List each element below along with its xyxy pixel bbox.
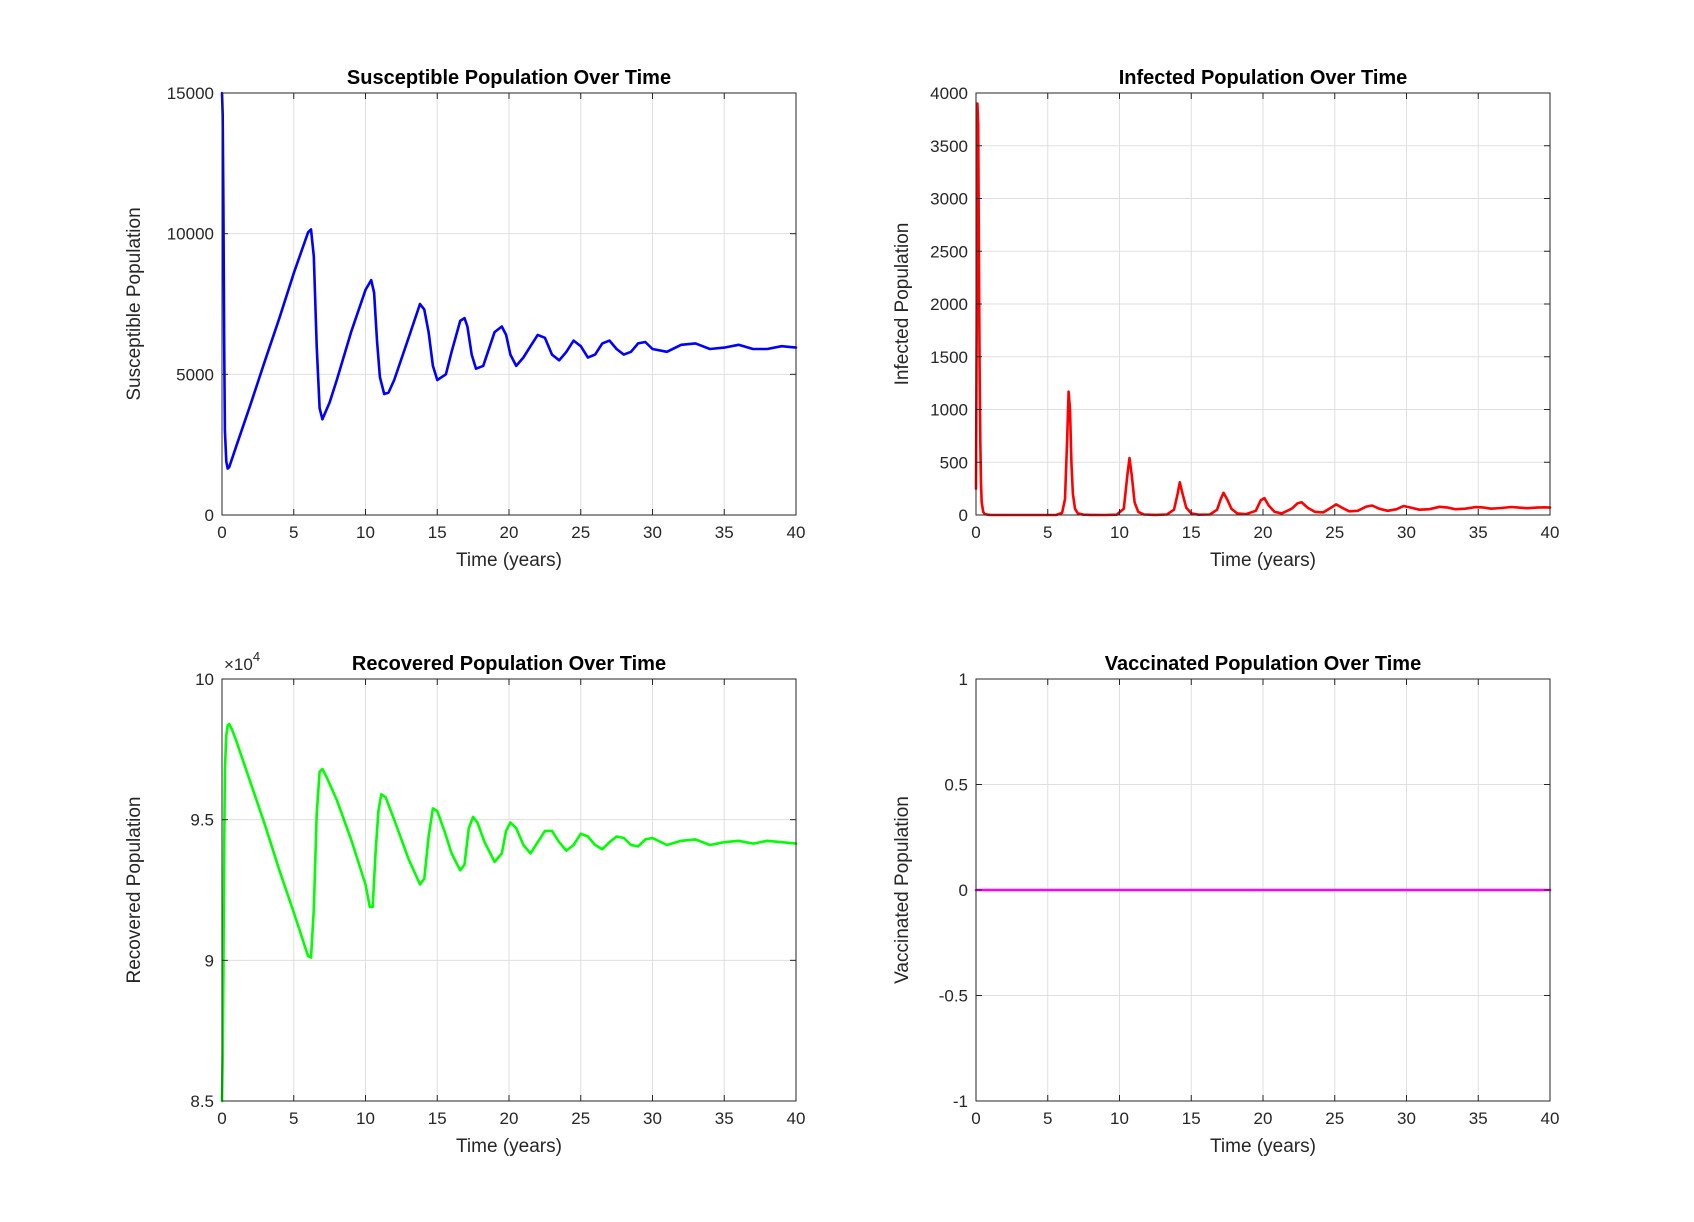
vaccinated-xtick-label-0: 0 <box>971 1109 980 1128</box>
susceptible-xtick-label-3: 15 <box>428 523 447 542</box>
vaccinated-xtick-label-4: 20 <box>1254 1109 1273 1128</box>
vaccinated-xtick-label-7: 35 <box>1469 1109 1488 1128</box>
infected-ytick-label-3: 1500 <box>930 348 968 367</box>
infected-xtick-label-6: 30 <box>1397 523 1416 542</box>
susceptible-xtick-label-6: 30 <box>643 523 662 542</box>
infected-y-axis-label: Infected Population <box>892 223 913 386</box>
recovered-xtick-label-6: 30 <box>643 1109 662 1128</box>
vaccinated-y-axis-label: Vaccinated Population <box>892 796 913 984</box>
vaccinated-xtick-label-2: 10 <box>1110 1109 1129 1128</box>
vaccinated-xtick-label-6: 30 <box>1397 1109 1416 1128</box>
susceptible-chart-title: Susceptible Population Over Time <box>347 67 671 89</box>
vaccinated-ytick-label-0: -1 <box>953 1092 968 1111</box>
susceptible-xtick-label-5: 25 <box>571 523 590 542</box>
susceptible-xtick-label-0: 0 <box>217 523 226 542</box>
susceptible-series-line-0 <box>220 91 798 470</box>
recovered-xtick-label-5: 25 <box>571 1109 590 1128</box>
recovered-chart-title: Recovered Population Over Time <box>352 653 666 675</box>
infected-xtick-label-4: 20 <box>1254 523 1273 542</box>
susceptible-xtick-label-4: 20 <box>500 523 519 542</box>
infected-xtick-label-0: 0 <box>971 523 980 542</box>
vaccinated-ytick-label-3: 0.5 <box>944 776 968 795</box>
recovered-panel: 0 5 10 15 20 25 30 35 40 8.5 9 9.5 10 ×104 Recovered P… <box>124 649 805 1157</box>
infected-xtick-label-7: 35 <box>1469 523 1488 542</box>
susceptible-ytick-label-1: 5000 <box>176 365 214 384</box>
infected-panel: 0 5 10 15 20 25 30 35 40 0 500 1000 1500 2000 2500 3000… <box>892 67 1559 571</box>
recovered-ytick-label-3: 10 <box>195 670 214 689</box>
recovered-exponent-base: ×10 <box>224 655 253 674</box>
susceptible-ytick-label-3: 15000 <box>167 84 214 103</box>
recovered-xtick-label-7: 35 <box>715 1109 734 1128</box>
susceptible-xtick-label-8: 40 <box>787 523 806 542</box>
susceptible-x-axis-label: Time (years) <box>456 550 562 571</box>
recovered-exponent-label: ×104 <box>224 649 260 674</box>
recovered-y-axis-label: Recovered Population <box>124 797 145 984</box>
infected-xtick-label-1: 5 <box>1043 523 1052 542</box>
infected-ytick-label-6: 3000 <box>930 190 968 209</box>
susceptible-y-axis-label: Susceptible Population <box>124 207 145 400</box>
vaccinated-x-axis-label: Time (years) <box>1210 1136 1316 1157</box>
recovered-series-line-0 <box>220 722 798 1103</box>
susceptible-xtick-label-2: 10 <box>356 523 375 542</box>
recovered-ytick-label-0: 8.5 <box>190 1092 214 1111</box>
recovered-ytick-label-1: 9 <box>205 951 214 970</box>
infected-ytick-label-8: 4000 <box>930 84 968 103</box>
recovered-ytick-label-2: 9.5 <box>190 811 214 830</box>
susceptible-panel: 0 5 10 15 20 25 30 35 40 0 5000 10000 15000 Susceptib… <box>124 67 805 571</box>
susceptible-ytick-label-0: 0 <box>205 506 214 525</box>
recovered-exponent-power: 4 <box>253 649 260 664</box>
infected-ytick-label-5: 2500 <box>930 242 968 261</box>
vaccinated-xtick-label-1: 5 <box>1043 1109 1052 1128</box>
vaccinated-panel: 0 5 10 15 20 25 30 35 40 -1 -0.5 0 0.5 1 Vaccinated Po… <box>892 653 1559 1157</box>
infected-xtick-label-8: 40 <box>1541 523 1560 542</box>
vaccinated-chart-title: Vaccinated Population Over Time <box>1105 653 1421 675</box>
infected-chart-title: Infected Population Over Time <box>1119 67 1408 89</box>
infected-ytick-label-4: 2000 <box>930 295 968 314</box>
recovered-xtick-label-8: 40 <box>787 1109 806 1128</box>
susceptible-xtick-label-1: 5 <box>289 523 298 542</box>
infected-xtick-label-2: 10 <box>1110 523 1129 542</box>
infected-xtick-label-3: 15 <box>1182 523 1201 542</box>
recovered-xtick-label-1: 5 <box>289 1109 298 1128</box>
susceptible-xtick-label-7: 35 <box>715 523 734 542</box>
vaccinated-xtick-label-5: 25 <box>1325 1109 1344 1128</box>
vaccinated-ytick-label-4: 1 <box>959 670 968 689</box>
recovered-xtick-label-0: 0 <box>217 1109 226 1128</box>
recovered-x-axis-label: Time (years) <box>456 1136 562 1157</box>
recovered-xtick-label-4: 20 <box>500 1109 519 1128</box>
infected-x-axis-label: Time (years) <box>1210 550 1316 571</box>
vaccinated-xtick-label-8: 40 <box>1541 1109 1560 1128</box>
infected-ytick-label-1: 500 <box>940 453 968 472</box>
recovered-xtick-label-2: 10 <box>356 1109 375 1128</box>
vaccinated-ytick-label-1: -0.5 <box>939 987 968 1006</box>
infected-ytick-label-0: 0 <box>959 506 968 525</box>
vaccinated-ytick-label-2: 0 <box>959 881 968 900</box>
recovered-xtick-label-3: 15 <box>428 1109 447 1128</box>
infected-ytick-label-2: 1000 <box>930 401 968 420</box>
vaccinated-xtick-label-3: 15 <box>1182 1109 1201 1128</box>
infected-xtick-label-5: 25 <box>1325 523 1344 542</box>
infected-ytick-label-7: 3500 <box>930 137 968 156</box>
susceptible-ytick-label-2: 10000 <box>167 225 214 244</box>
